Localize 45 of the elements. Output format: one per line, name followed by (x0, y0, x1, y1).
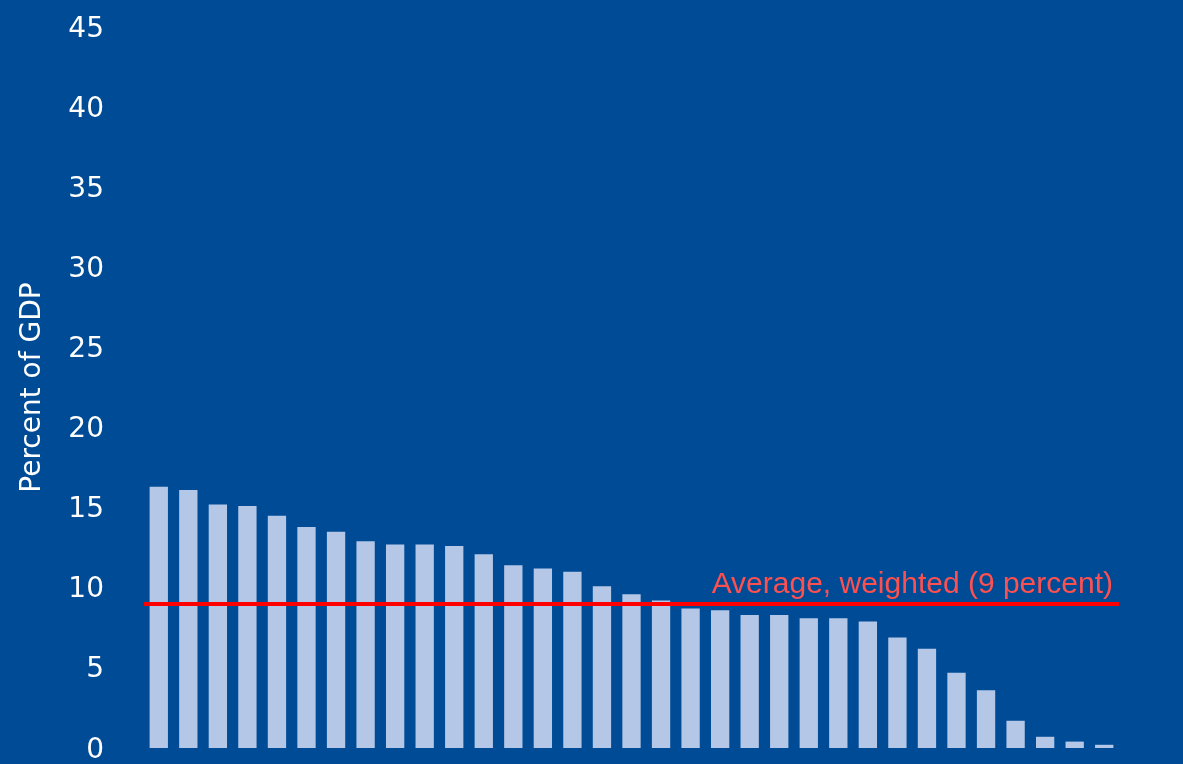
bar (592, 586, 612, 748)
y-tick-label: 25 (68, 330, 104, 364)
y-tick-label: 10 (68, 571, 104, 605)
bar (356, 541, 375, 748)
bar (799, 618, 818, 748)
bar (533, 568, 553, 748)
y-axis-title: Percent of GDP (13, 282, 47, 493)
bar (1065, 741, 1084, 748)
bar (947, 672, 966, 748)
ref-line-label: Average, weighted (9 percent) (711, 566, 1113, 600)
bar (267, 515, 287, 748)
bar (681, 608, 700, 748)
y-tick-label: 30 (68, 250, 104, 284)
bar (179, 490, 198, 748)
bar (238, 506, 257, 748)
bar (976, 690, 996, 748)
bar (149, 486, 168, 748)
bar (770, 615, 789, 748)
y-tick-label: 20 (68, 411, 104, 445)
bar (829, 618, 848, 748)
bar (710, 610, 730, 748)
bar (917, 648, 937, 748)
bar (1006, 720, 1025, 748)
bar (385, 544, 405, 748)
bar (208, 504, 228, 748)
bar (1035, 736, 1055, 748)
bar (326, 531, 346, 748)
bar (858, 621, 878, 748)
y-tick-label: 40 (68, 90, 104, 124)
bar (415, 544, 434, 748)
bar (622, 594, 641, 748)
y-tick-label: 45 (68, 10, 104, 44)
y-tick-label: 35 (68, 170, 104, 204)
bar (651, 600, 671, 748)
bar (504, 565, 523, 748)
y-tick-label: 0 (86, 731, 104, 764)
bar (888, 637, 907, 748)
y-tick-label: 15 (68, 491, 104, 525)
y-tick-label: 5 (86, 651, 104, 685)
bar (474, 554, 493, 748)
bar (445, 546, 464, 748)
bar (297, 526, 316, 748)
bar (1095, 744, 1114, 748)
bar (740, 615, 759, 748)
bar (563, 571, 582, 748)
